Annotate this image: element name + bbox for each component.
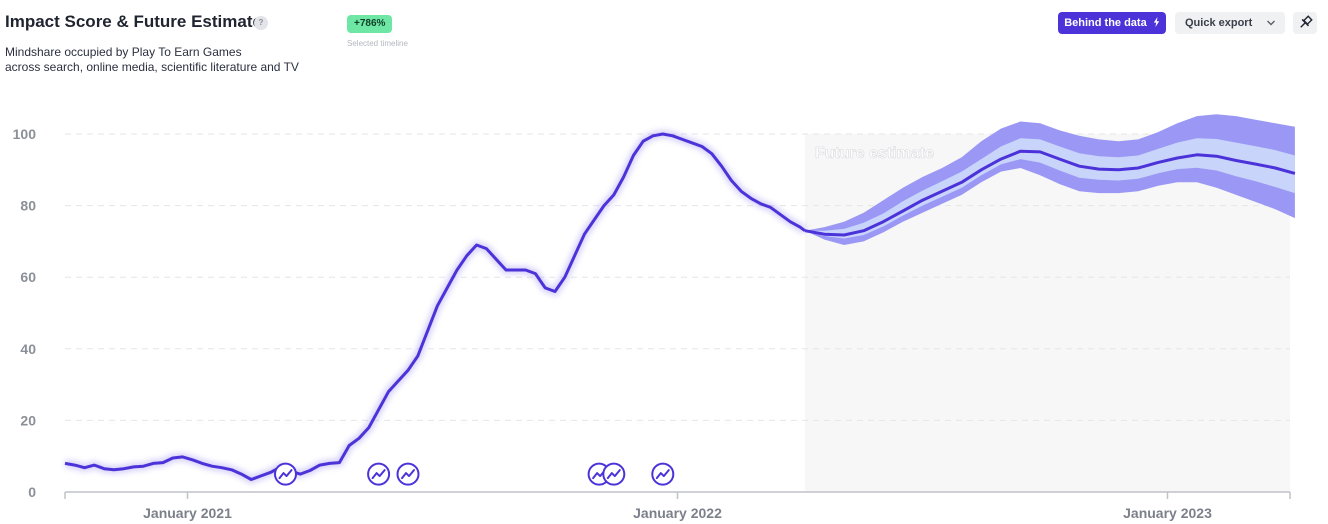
chart-subtitle-line2: across search, online media, scientific … <box>5 60 299 74</box>
y-tick-label: 60 <box>20 269 36 285</box>
history-line-glow <box>64 129 808 484</box>
history-line[interactable] <box>64 132 806 481</box>
trend-event-marker[interactable] <box>602 462 626 486</box>
x-tick-label: January 2022 <box>633 505 722 521</box>
behind-the-data-button[interactable]: Behind the data <box>1058 12 1166 34</box>
chart-title: Impact Score & Future Estimate <box>5 12 262 31</box>
trend-event-glyph <box>655 469 670 480</box>
x-tick-label: January 2021 <box>143 505 232 521</box>
y-tick-label: 20 <box>20 412 36 428</box>
help-icon[interactable]: ? <box>254 16 268 30</box>
behind-the-data-label: Behind the data <box>1064 17 1147 29</box>
forecast-inner-band <box>804 138 1295 239</box>
trend-event-marker[interactable] <box>274 462 297 486</box>
forecast-line[interactable] <box>804 149 1296 237</box>
y-tick-label: 0 <box>28 484 36 500</box>
change-caption: Selected timeline <box>347 39 408 48</box>
trend-event-glyph <box>371 469 386 480</box>
chevron-down-icon <box>1267 20 1275 26</box>
trend-event-glyph <box>278 469 293 480</box>
quick-export-label: Quick export <box>1185 17 1253 29</box>
change-badge: +786% <box>347 15 393 33</box>
bolt-icon <box>1153 17 1159 27</box>
trend-event-marker[interactable] <box>367 462 391 486</box>
y-tick-label: 100 <box>13 126 37 142</box>
pin-icon <box>1300 15 1313 28</box>
x-tick-label: January 2023 <box>1123 505 1212 521</box>
y-tick-label: 40 <box>20 341 36 357</box>
trend-event-glyph <box>401 469 415 480</box>
pin-button[interactable] <box>1293 12 1317 34</box>
y-tick-label: 80 <box>20 198 36 214</box>
trend-event-marker[interactable] <box>651 462 675 486</box>
future-estimate-label: Future estimate <box>815 145 934 162</box>
chart-subtitle-line1: Mindshare occupied by Play To Earn Games <box>5 45 242 59</box>
trend-event-marker[interactable] <box>396 462 420 486</box>
quick-export-button[interactable]: Quick export <box>1175 12 1285 34</box>
forecast-region <box>804 134 1290 492</box>
trend-event-glyph <box>606 469 621 480</box>
